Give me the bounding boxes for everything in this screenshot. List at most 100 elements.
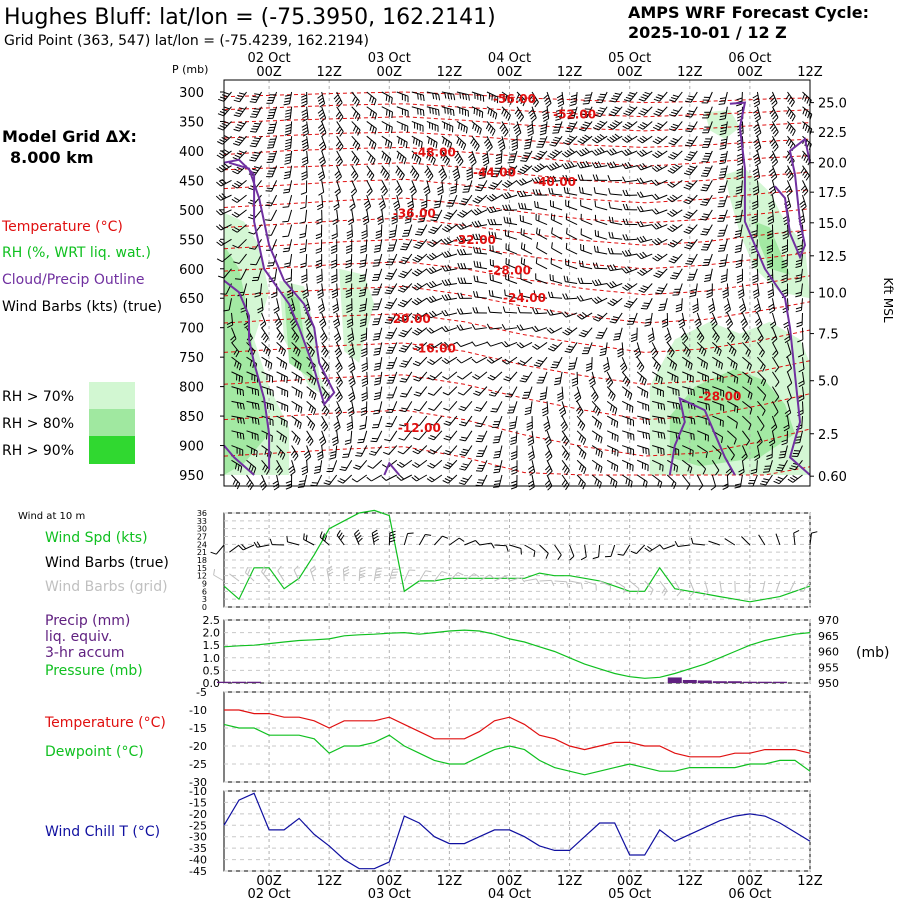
legend-rh80-label: RH > 80% [2, 416, 74, 432]
barb-feather [630, 405, 631, 411]
barb-feather [445, 108, 446, 114]
barb-feather [494, 437, 500, 438]
barb-feather [627, 404, 628, 410]
barb-feather [480, 111, 481, 117]
barb-feather [660, 464, 661, 470]
barb-feather [691, 433, 692, 439]
barb-feather [701, 250, 707, 251]
barb-feather [448, 108, 449, 114]
barb-feather [568, 369, 574, 370]
barb-feather [219, 167, 224, 171]
barb-feather [721, 169, 727, 170]
pressure-unit-label: (mb) [856, 645, 889, 661]
barb-feather [430, 108, 431, 114]
barb-feather [644, 391, 645, 397]
barb-feather [659, 307, 665, 308]
barb-feather [672, 375, 673, 381]
barb-feather [529, 487, 534, 490]
barb-feather [257, 451, 258, 457]
barb-feather [524, 244, 525, 250]
barb-feather [387, 109, 388, 115]
barb-feather [491, 411, 497, 412]
barb-feather [287, 377, 288, 383]
barb-feather [240, 433, 241, 439]
barb-feather [477, 109, 478, 115]
barb-feather [373, 263, 379, 264]
barb-feather [418, 221, 424, 222]
barb-feather [478, 436, 484, 437]
barb-feather [243, 390, 244, 396]
barb-feather [613, 339, 619, 340]
barb-feather [554, 215, 555, 221]
barb-feather [219, 195, 223, 199]
barb-feather [643, 418, 644, 424]
barb-feather [478, 480, 484, 481]
barb-feather [235, 279, 241, 280]
barb-feather [262, 486, 266, 490]
barb-feather [476, 441, 482, 442]
barb-feather [387, 423, 393, 424]
barb-feather [436, 109, 437, 115]
barb-feather [566, 213, 567, 219]
barb-feather [612, 463, 613, 469]
barb-feather [217, 168, 222, 172]
barb-feather [218, 99, 224, 101]
model-grid-value: 8.000 km [10, 148, 94, 167]
barb-feather [688, 388, 689, 394]
barb-feather [267, 433, 268, 439]
barb-feather [216, 182, 221, 186]
barb-feather [218, 114, 224, 116]
barb-feather [737, 407, 738, 413]
barb-feather [658, 310, 664, 311]
barb-feather [239, 376, 240, 382]
barb-feather [495, 481, 501, 482]
barb-feather [691, 389, 692, 395]
barb-feather [387, 335, 393, 336]
barb-feather [614, 336, 620, 337]
barb-feather [402, 247, 408, 248]
barb-feather [777, 468, 783, 469]
barb-feather [780, 451, 786, 452]
barb-feather [357, 453, 363, 454]
barb-feather [661, 448, 662, 454]
legend-temperature: Temperature (°C) [1, 219, 123, 235]
barb-feather [492, 409, 498, 410]
barb-feather [482, 112, 483, 118]
barb-feather [477, 483, 483, 484]
barb-feather [600, 94, 606, 95]
barb-feather [566, 243, 567, 249]
barb-feather [474, 108, 475, 114]
barb-feather [664, 404, 665, 410]
barb-feather [615, 334, 621, 335]
barb-feather [217, 155, 222, 158]
barb-feather [312, 483, 318, 484]
barb-feather [694, 390, 695, 396]
legend-rh70-label: RH > 70% [2, 389, 74, 405]
barb-feather [287, 421, 288, 427]
barb-feather [596, 338, 602, 339]
barb-feather [599, 97, 605, 98]
legend-cloud: Cloud/Precip Outline [2, 272, 145, 288]
barb-feather [494, 440, 500, 441]
barb-feather [649, 434, 650, 440]
barb-feather [646, 433, 647, 439]
legend-wind-spd: Wind Spd (kts) [45, 530, 148, 546]
barb-feather [705, 168, 711, 169]
barb-feather [218, 276, 224, 278]
barb-feather [250, 117, 256, 118]
barb-feather [720, 172, 726, 173]
barb-feather [216, 211, 220, 215]
legend-dewpoint: Dewpoint (°C) [45, 744, 144, 760]
barb-feather [418, 94, 419, 100]
barb-feather [663, 465, 664, 471]
legend-temp2: Temperature (°C) [44, 715, 166, 731]
barb-feather [552, 365, 558, 366]
barb-feather [439, 110, 440, 116]
legend-pressure: Pressure (mb) [45, 663, 143, 679]
barb-feather [489, 93, 490, 99]
barb-feather [242, 377, 243, 383]
barb-feather [632, 407, 633, 413]
barb-feather [258, 390, 259, 396]
